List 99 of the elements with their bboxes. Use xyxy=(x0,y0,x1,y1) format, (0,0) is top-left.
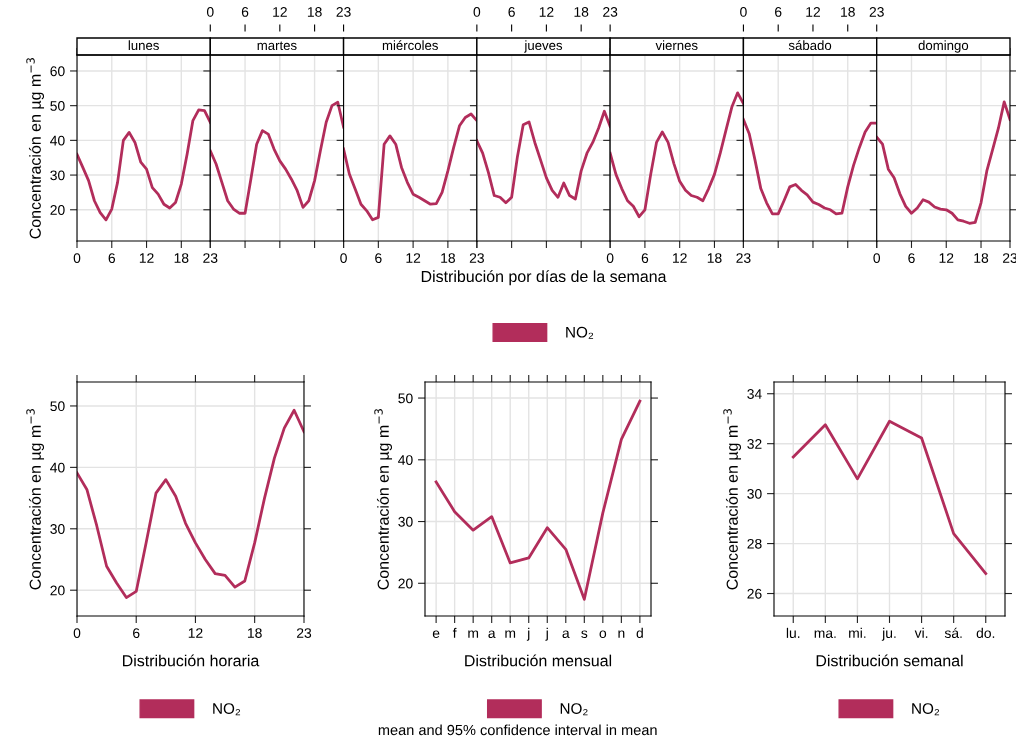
x2-tick-label: 6 xyxy=(775,7,782,17)
legend-label: NO₂ xyxy=(912,703,940,716)
x2-tick-label: 23 xyxy=(336,7,351,17)
line-series xyxy=(791,419,988,575)
chart-title: sábado xyxy=(788,40,832,51)
x-tick-label: f xyxy=(452,627,457,638)
x-tick-label: 0 xyxy=(606,253,614,264)
x-tick-label: 12 xyxy=(939,253,954,263)
x2-tick-label: 6 xyxy=(241,7,249,17)
chart-title: viernes xyxy=(655,40,698,51)
x2-tick-label: 12 xyxy=(539,7,554,17)
x-tick-label: sá. xyxy=(944,627,962,639)
x-tick-label: d xyxy=(636,627,643,639)
x-tick-label: 12 xyxy=(139,253,154,263)
x-axis-title: Distribución por días de la semana xyxy=(421,270,667,286)
y-axis-title: Concentración en µg m$^{−3}$ xyxy=(723,409,742,590)
x-tick-label: m xyxy=(505,630,516,638)
legend-label: NO₂ xyxy=(566,326,594,339)
x2-tick-label: 6 xyxy=(508,7,515,17)
y-tick-label: 34 xyxy=(747,389,762,399)
x-tick-label: 23 xyxy=(736,253,751,264)
x2-tick-label: 23 xyxy=(603,7,618,17)
x-axis-title: Distribución mensual xyxy=(465,654,612,667)
y-tick-label: 40 xyxy=(398,455,413,465)
line-series xyxy=(77,408,304,599)
y-tick-label: 32 xyxy=(747,439,762,449)
x-tick-label: 18 xyxy=(974,253,989,264)
x2-tick-label: 0 xyxy=(740,7,747,17)
y-tick-label: 40 xyxy=(50,135,65,146)
x-tick-label: 0 xyxy=(73,253,81,264)
line-series xyxy=(434,399,642,601)
y-tick-label: 40 xyxy=(50,462,65,473)
y-tick-label: 50 xyxy=(50,101,65,111)
x-tick-label: 18 xyxy=(707,253,722,264)
y-tick-label: 20 xyxy=(398,578,413,589)
x2-tick-label: 12 xyxy=(806,7,820,17)
chart-title: lunes xyxy=(128,40,159,51)
y-tick-label: 26 xyxy=(747,588,762,599)
x2-tick-label: 0 xyxy=(206,7,214,17)
x-tick-label: vi. xyxy=(914,627,928,638)
x-tick-label: 0 xyxy=(873,253,881,264)
y-axis-title: Concentración en µg m$^{−3}$ xyxy=(26,58,45,239)
x-tick-label: 12 xyxy=(673,253,687,263)
x-tick-label: 0 xyxy=(73,628,81,639)
x-tick-label: do. xyxy=(976,627,995,639)
x-tick-label: 6 xyxy=(641,253,649,264)
y-tick-label: 50 xyxy=(398,393,413,404)
x2-tick-label: 18 xyxy=(307,7,322,17)
y-axis-title: Concentración en µg m$^{−3}$ xyxy=(26,409,45,590)
y-tick-label: 30 xyxy=(50,170,65,181)
x2-tick-label: 18 xyxy=(841,7,855,17)
text: mean and 95% confidence interval in mean xyxy=(378,724,657,736)
x-tick-label: 23 xyxy=(469,253,484,264)
y-tick-label: 30 xyxy=(747,488,762,499)
x-tick-label: 12 xyxy=(188,628,203,638)
chart-title: miércoles xyxy=(382,40,438,51)
x-tick-label: s xyxy=(581,630,588,639)
x-tick-label: 18 xyxy=(441,253,455,264)
chart-title: martes xyxy=(257,41,297,51)
y-tick-label: 28 xyxy=(747,538,762,549)
y-tick-label: 20 xyxy=(50,205,65,215)
x-tick-label: 6 xyxy=(375,253,382,264)
x-tick-label: 6 xyxy=(108,253,116,264)
x-tick-label: lu. xyxy=(786,627,800,639)
y-tick-label: 20 xyxy=(50,585,65,596)
x-tick-label: ju. xyxy=(881,627,896,641)
x-tick-label: 18 xyxy=(247,628,262,639)
x-tick-label: 6 xyxy=(908,253,915,264)
x-tick-label: o xyxy=(599,630,607,639)
x-tick-label: mi. xyxy=(849,627,866,638)
y-tick-label: 50 xyxy=(50,401,65,412)
x-tick-label: 0 xyxy=(340,253,347,264)
x2-tick-label: 0 xyxy=(473,7,481,17)
x-axis-title: Distribución horaria xyxy=(123,654,260,667)
x-tick-label: 12 xyxy=(406,253,421,263)
legend-label: NO₂ xyxy=(213,703,241,716)
x-tick-label: 18 xyxy=(174,253,189,264)
legend-label: NO₂ xyxy=(560,703,588,716)
y-tick-label: 30 xyxy=(50,524,65,534)
x2-tick-label: 23 xyxy=(869,7,884,17)
x-tick-label: 23 xyxy=(203,253,218,264)
chart-title: domingo xyxy=(918,40,969,53)
x-tick-label: 6 xyxy=(133,628,140,639)
x2-tick-label: 18 xyxy=(574,7,589,17)
x-axis-title: Distribución semanal xyxy=(816,654,963,667)
y-tick-label: 30 xyxy=(398,516,413,527)
x-tick-label: m xyxy=(468,630,479,638)
x2-tick-label: 12 xyxy=(273,7,287,17)
y-axis-title: Concentración en µg m$^{−3}$ xyxy=(374,409,393,590)
chart-title: jueves xyxy=(524,40,563,53)
x-tick-label: a xyxy=(562,630,570,639)
x-tick-label: j xyxy=(526,627,530,641)
x-tick-label: 23 xyxy=(296,628,312,639)
x-tick-label: ma. xyxy=(814,630,836,639)
x-tick-label: a xyxy=(488,630,496,639)
x-tick-label: e xyxy=(432,630,440,639)
y-tick-label: 60 xyxy=(50,66,65,77)
x-tick-label: n xyxy=(618,630,625,638)
x-tick-label: j xyxy=(545,627,548,641)
